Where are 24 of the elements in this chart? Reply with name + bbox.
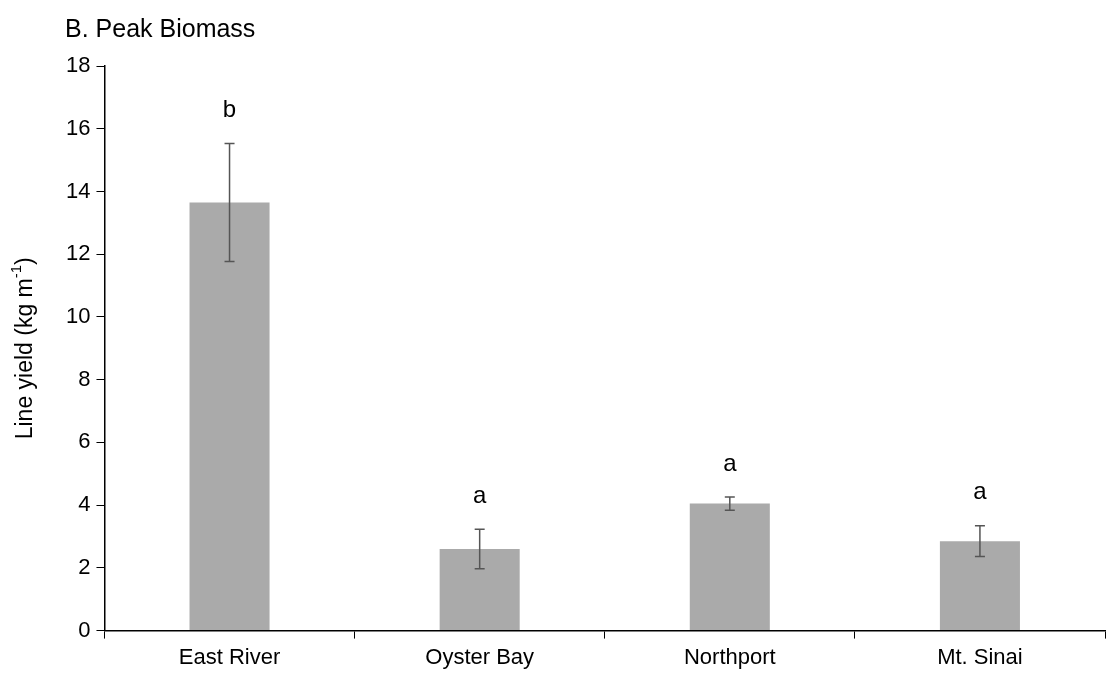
x-tick-label: Mt. Sinai bbox=[937, 643, 1023, 669]
y-tick-label: 16 bbox=[65, 114, 91, 140]
x-tick-label: Oyster Bay bbox=[425, 643, 535, 669]
y-tick-label: 2 bbox=[78, 553, 91, 579]
chart-title: B. Peak Biomass bbox=[65, 13, 256, 42]
bar bbox=[439, 549, 520, 631]
y-tick-label: 8 bbox=[78, 365, 91, 391]
x-tick-label: East River bbox=[178, 643, 281, 669]
y-tick-label: 6 bbox=[78, 428, 91, 454]
annotation: a bbox=[973, 477, 988, 505]
y-tick-label: 0 bbox=[78, 616, 91, 642]
y-axis-title: Line yield (kg m-1) bbox=[7, 257, 38, 440]
y-tick-label: 14 bbox=[65, 177, 91, 203]
y-tick-label: 12 bbox=[65, 240, 91, 266]
annotation: b bbox=[222, 95, 237, 123]
bar bbox=[189, 202, 270, 631]
y-tick-label: 4 bbox=[78, 491, 91, 517]
annotation: a bbox=[723, 448, 738, 476]
annotation: a bbox=[472, 480, 487, 508]
y-tick-label: 18 bbox=[65, 52, 91, 78]
x-tick-label: Northport bbox=[683, 643, 776, 669]
y-tick-label: 10 bbox=[65, 303, 91, 328]
bar bbox=[689, 503, 770, 631]
bar bbox=[939, 541, 1020, 631]
